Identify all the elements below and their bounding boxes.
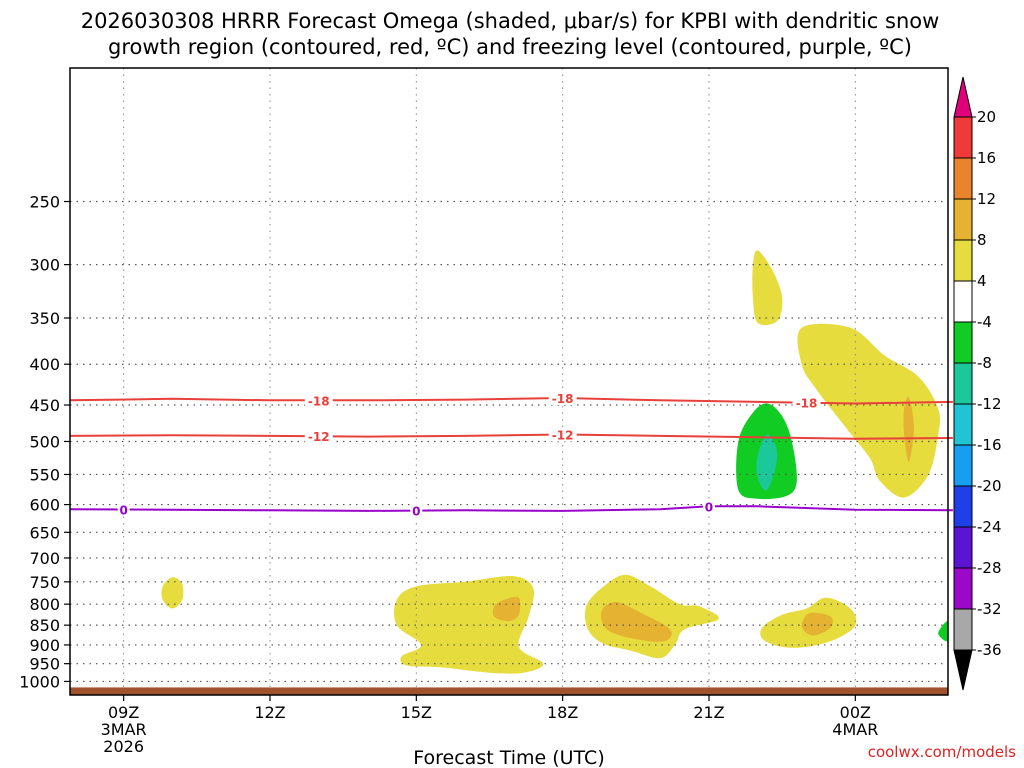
surface-layer — [70, 687, 948, 695]
colorbar-label: -4 — [977, 313, 992, 331]
colorbar-band — [953, 526, 973, 569]
contour-label-bg — [304, 393, 333, 408]
x-tick-label: 09Z — [108, 703, 139, 722]
colorbar-label: 8 — [977, 231, 987, 249]
omega-region-w-22z-330 — [752, 250, 783, 326]
contour-label: -18 — [796, 397, 818, 411]
colorbar-band — [953, 280, 973, 323]
colorbar-band — [953, 239, 973, 282]
colorbar-label: -24 — [977, 518, 1002, 536]
contour-label-bg — [702, 499, 715, 514]
plot-frame — [69, 67, 949, 696]
contour-label-bg — [117, 502, 130, 517]
y-tick-label: 500 — [29, 432, 60, 451]
colorbar-bottom-arrow — [953, 649, 973, 691]
colorbar-band — [953, 116, 973, 159]
y-tick-label: 1000 — [19, 672, 60, 691]
colorbar-band — [953, 157, 973, 200]
colorbar-band — [953, 485, 973, 528]
y-tick-label: 250 — [29, 193, 60, 212]
temperature-contours: -18 -18 -18 -12 -12 0 0 0 — [69, 390, 953, 519]
colorbar-label: 4 — [977, 272, 987, 290]
x-tick-label: 00Z — [840, 703, 871, 722]
x-tick-label: 21Z — [693, 703, 724, 722]
chart-title-line2: growth region (contoured, red, ºC) and f… — [108, 35, 912, 59]
colorbar-band — [953, 608, 973, 651]
colorbar-band — [953, 444, 973, 487]
contour-label: -12 — [552, 428, 574, 442]
y-tick-label: 950 — [29, 655, 60, 674]
y-tick-label: 650 — [29, 523, 60, 542]
contour-label: -12 — [308, 430, 330, 444]
x-tick-label: 18Z — [547, 703, 578, 722]
omega-region-w-15z-850 — [394, 576, 544, 674]
colorbar-band — [953, 567, 973, 610]
chart-title-line1: 2026030308 HRRR Forecast Omega (shaded, … — [81, 9, 940, 33]
colorbar-label: -32 — [977, 600, 1002, 618]
y-tick-label: 450 — [29, 396, 60, 415]
contour-label-bg — [548, 427, 577, 442]
y-tick-label: 350 — [29, 309, 60, 328]
contour-label-bg — [410, 503, 423, 518]
credit-link[interactable]: coolwx.com/models — [868, 743, 1016, 761]
x-tick-label: 2026 — [103, 737, 144, 756]
colorbar-label: -28 — [977, 559, 1002, 577]
colorbar-label: -12 — [977, 395, 1002, 413]
omega-shading — [161, 250, 948, 674]
y-tick-label: 600 — [29, 496, 60, 515]
contour-line-1 — [69, 433, 953, 440]
contour-label: -18 — [308, 394, 330, 408]
surface-bar — [70, 687, 948, 695]
x-tick-label: 4MAR — [832, 720, 878, 739]
omega-region-w-17z-820 — [492, 596, 521, 622]
y-axis: 2503003504004505005506006507007508008509… — [19, 193, 70, 691]
colorbar-band — [953, 198, 973, 241]
omega-region-w-22z-520-core — [756, 434, 778, 491]
colorbar-band — [953, 403, 973, 446]
x-tick-label: 15Z — [401, 703, 432, 722]
omega-region-w-19z-850 — [584, 574, 719, 659]
colorbar-label: -8 — [977, 354, 992, 372]
colorbar-top-arrow — [953, 76, 973, 118]
contour-label: 0 — [119, 503, 127, 517]
omega-region-w-25z-480-core — [903, 396, 914, 462]
contour-label-bg — [792, 395, 821, 410]
y-tick-label: 750 — [29, 573, 60, 592]
contour-label-bg — [548, 390, 577, 405]
omega-region-w-9z-780 — [161, 577, 184, 609]
contour-line-2 — [69, 505, 953, 512]
colorbar-label: 16 — [977, 149, 996, 167]
y-tick-label: 800 — [29, 595, 60, 614]
colorbar-label: -36 — [977, 641, 1002, 659]
colorbar-band — [953, 321, 973, 364]
x-axis-label: Forecast Time (UTC) — [413, 747, 604, 768]
omega-region-w-23z-430 — [797, 323, 941, 498]
y-tick-label: 850 — [29, 616, 60, 635]
grid-lines — [70, 68, 948, 695]
y-tick-label: 700 — [29, 549, 60, 568]
contour-label: -18 — [552, 392, 574, 406]
y-tick-label: 900 — [29, 636, 60, 655]
omega-region-w-23z-850-core — [801, 612, 833, 636]
colorbar-band — [953, 362, 973, 405]
colorbar-label: 12 — [977, 190, 996, 208]
contour-label: 0 — [412, 505, 420, 519]
colorbar-label: -20 — [977, 477, 1002, 495]
y-tick-label: 550 — [29, 465, 60, 484]
contour-label: 0 — [705, 500, 713, 514]
x-tick-label: 12Z — [254, 703, 285, 722]
colorbar-label: 20 — [977, 108, 996, 126]
omega-region-w-19z-850-core — [600, 601, 672, 642]
y-tick-label: 400 — [29, 355, 60, 374]
y-tick-label: 300 — [29, 256, 60, 275]
contour-label-bg — [304, 429, 333, 444]
omega-region-w-26z-860 — [938, 621, 948, 642]
x-tick-label: 3MAR — [101, 720, 147, 739]
colorbar-label: -16 — [977, 436, 1002, 454]
colorbar: 20 16 12 8 4 -4 -8 -12 -16 -20 -24 -28 -32 -36 — [953, 76, 1002, 691]
